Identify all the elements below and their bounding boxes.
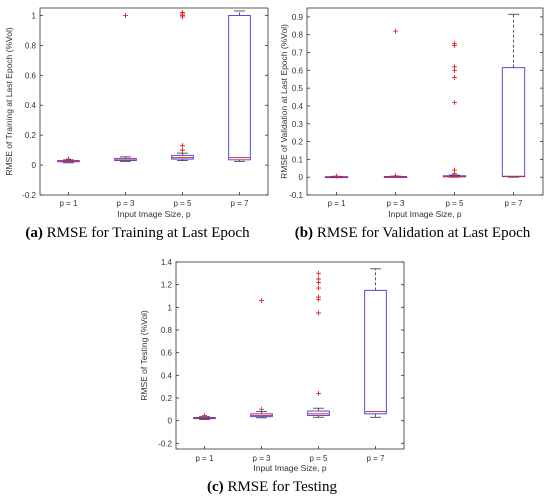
y-axis-label: RMSE of Validation at Last Epoch (%Vol) [279, 24, 289, 179]
x-tick-label: p = 1 [327, 199, 346, 208]
x-tick-label: p = 7 [230, 199, 249, 208]
outlier-marker [393, 173, 398, 179]
y-tick-label: 0.7 [292, 49, 304, 58]
outlier-marker [66, 156, 71, 162]
plot-frame [175, 261, 405, 450]
chart-panel-b: -0.1 0 0.1 0.2 0.3 0.4 0.5 0.6 0.7 0.8 0.9 p = 1 p =… [275, 0, 550, 220]
box-iqr [228, 15, 251, 161]
y-tick-label: 0.2 [161, 394, 173, 403]
y-tick-label: 0.6 [292, 66, 304, 75]
y-axis-label: RMSE of Testing (%Vol) [139, 310, 149, 401]
chart-panel-a: -0.2 0 0.2 0.4 0.6 0.8 1 p = 1 p = 3 p = 5 p = 7 In… [0, 0, 275, 220]
x-axis-label: Input Image Size, p [117, 209, 191, 219]
x-tick-label: p = 3 [116, 199, 135, 208]
x-tick-label: p = 7 [366, 454, 385, 463]
outlier-marker [452, 67, 457, 73]
chart-panel-c: -0.2 0 0.2 0.4 0.6 0.8 1 1.2 1.4 p = 1 p = 3 p = 5 p… [132, 252, 412, 477]
y-tick-label: -0.1 [289, 191, 303, 200]
outlier-marker [123, 12, 128, 18]
outlier-marker [202, 413, 207, 419]
y-tick-label: 0.2 [292, 138, 304, 147]
y-tick-label: 0.9 [292, 13, 304, 22]
y-tick-label: 0.8 [25, 41, 37, 50]
outlier-marker [259, 298, 264, 304]
x-axis-label: Input Image Size, p [253, 463, 327, 473]
outlier-marker [452, 42, 457, 48]
x-tick-label: p = 5 [173, 199, 192, 208]
y-tick-label: 0.4 [161, 371, 173, 380]
box-iqr [364, 289, 387, 415]
x-tick-label: p = 3 [386, 199, 405, 208]
box-iqr [501, 67, 526, 178]
x-tick-label: p = 5 [445, 199, 464, 208]
outlier-marker [316, 279, 321, 285]
y-tick-label: 0 [168, 417, 173, 426]
y-tick-label: 0 [299, 173, 304, 182]
box-iqr [307, 410, 330, 417]
outlier-marker [316, 310, 321, 316]
y-tick-label: 0.8 [292, 31, 304, 40]
outlier-marker [334, 173, 339, 179]
outlier-marker [316, 285, 321, 291]
y-tick-label: 0.8 [161, 326, 173, 335]
x-tick-label: p = 1 [195, 454, 214, 463]
x-tick-label: p = 7 [504, 199, 523, 208]
y-tick-label: 0.3 [292, 120, 304, 129]
y-tick-label: 1 [168, 303, 173, 312]
y-tick-label: 1.2 [161, 281, 173, 290]
y-tick-label: 0.2 [25, 131, 37, 140]
y-tick-label: 1 [32, 11, 37, 20]
outlier-marker [180, 147, 185, 153]
outlier-marker [259, 406, 264, 412]
y-tick-label: 0.1 [292, 155, 304, 164]
plot-frame [306, 7, 544, 196]
y-tick-label: 0.5 [292, 84, 304, 93]
y-tick-label: 0 [32, 161, 37, 170]
chart-b-svg: -0.1 0 0.1 0.2 0.3 0.4 0.5 0.6 0.7 0.8 0.9 p = 1 p =… [279, 7, 544, 219]
chart-c-svg: -0.2 0 0.2 0.4 0.6 0.8 1 1.2 1.4 p = 1 p = 3 p = 5 p… [139, 258, 405, 473]
y-tick-label: 1.4 [161, 258, 173, 267]
caption-c-text: RMSE for Testing [227, 479, 337, 495]
chart-a-svg: -0.2 0 0.2 0.4 0.6 0.8 1 p = 1 p = 3 p = 5 p = 7 In… [4, 7, 269, 219]
y-tick-label: 0.4 [292, 102, 304, 111]
outlier-marker [180, 143, 185, 149]
y-tick-label: 0.4 [25, 101, 37, 110]
caption-b-text: RMSE for Validation at Last Epoch [316, 225, 531, 241]
x-tick-label: p = 3 [252, 454, 271, 463]
y-tick-label: 0.6 [161, 349, 173, 358]
outlier-marker [452, 99, 457, 105]
y-axis-label: RMSE of Training at Last Epoch (%Vol) [4, 27, 14, 176]
y-tick-label: 0.6 [25, 71, 37, 80]
y-tick-label: -0.2 [22, 191, 36, 200]
plot-frame [39, 7, 269, 196]
caption-a-label: (a) [25, 225, 43, 241]
caption-a-text: RMSE for Training at Last Epoch [46, 225, 250, 241]
outlier-marker [316, 296, 321, 302]
outlier-marker [452, 74, 457, 80]
outlier-marker [316, 390, 321, 396]
outlier-marker [180, 14, 185, 20]
outlier-marker [452, 171, 457, 177]
outlier-marker [393, 28, 398, 34]
outlier-marker [180, 9, 185, 15]
x-axis-label: Input Image Size, p [388, 209, 462, 219]
outlier-marker [316, 270, 321, 276]
caption-c: (c) RMSE for Testing [132, 479, 412, 496]
caption-c-label: (c) [207, 479, 224, 495]
y-tick-label: -0.2 [158, 439, 172, 448]
caption-a: (a) RMSE for Training at Last Epoch [0, 225, 275, 242]
x-tick-label: p = 5 [309, 454, 328, 463]
x-tick-label: p = 1 [59, 199, 78, 208]
caption-b: (b) RMSE for Validation at Last Epoch [275, 225, 550, 242]
caption-b-label: (b) [294, 225, 314, 241]
